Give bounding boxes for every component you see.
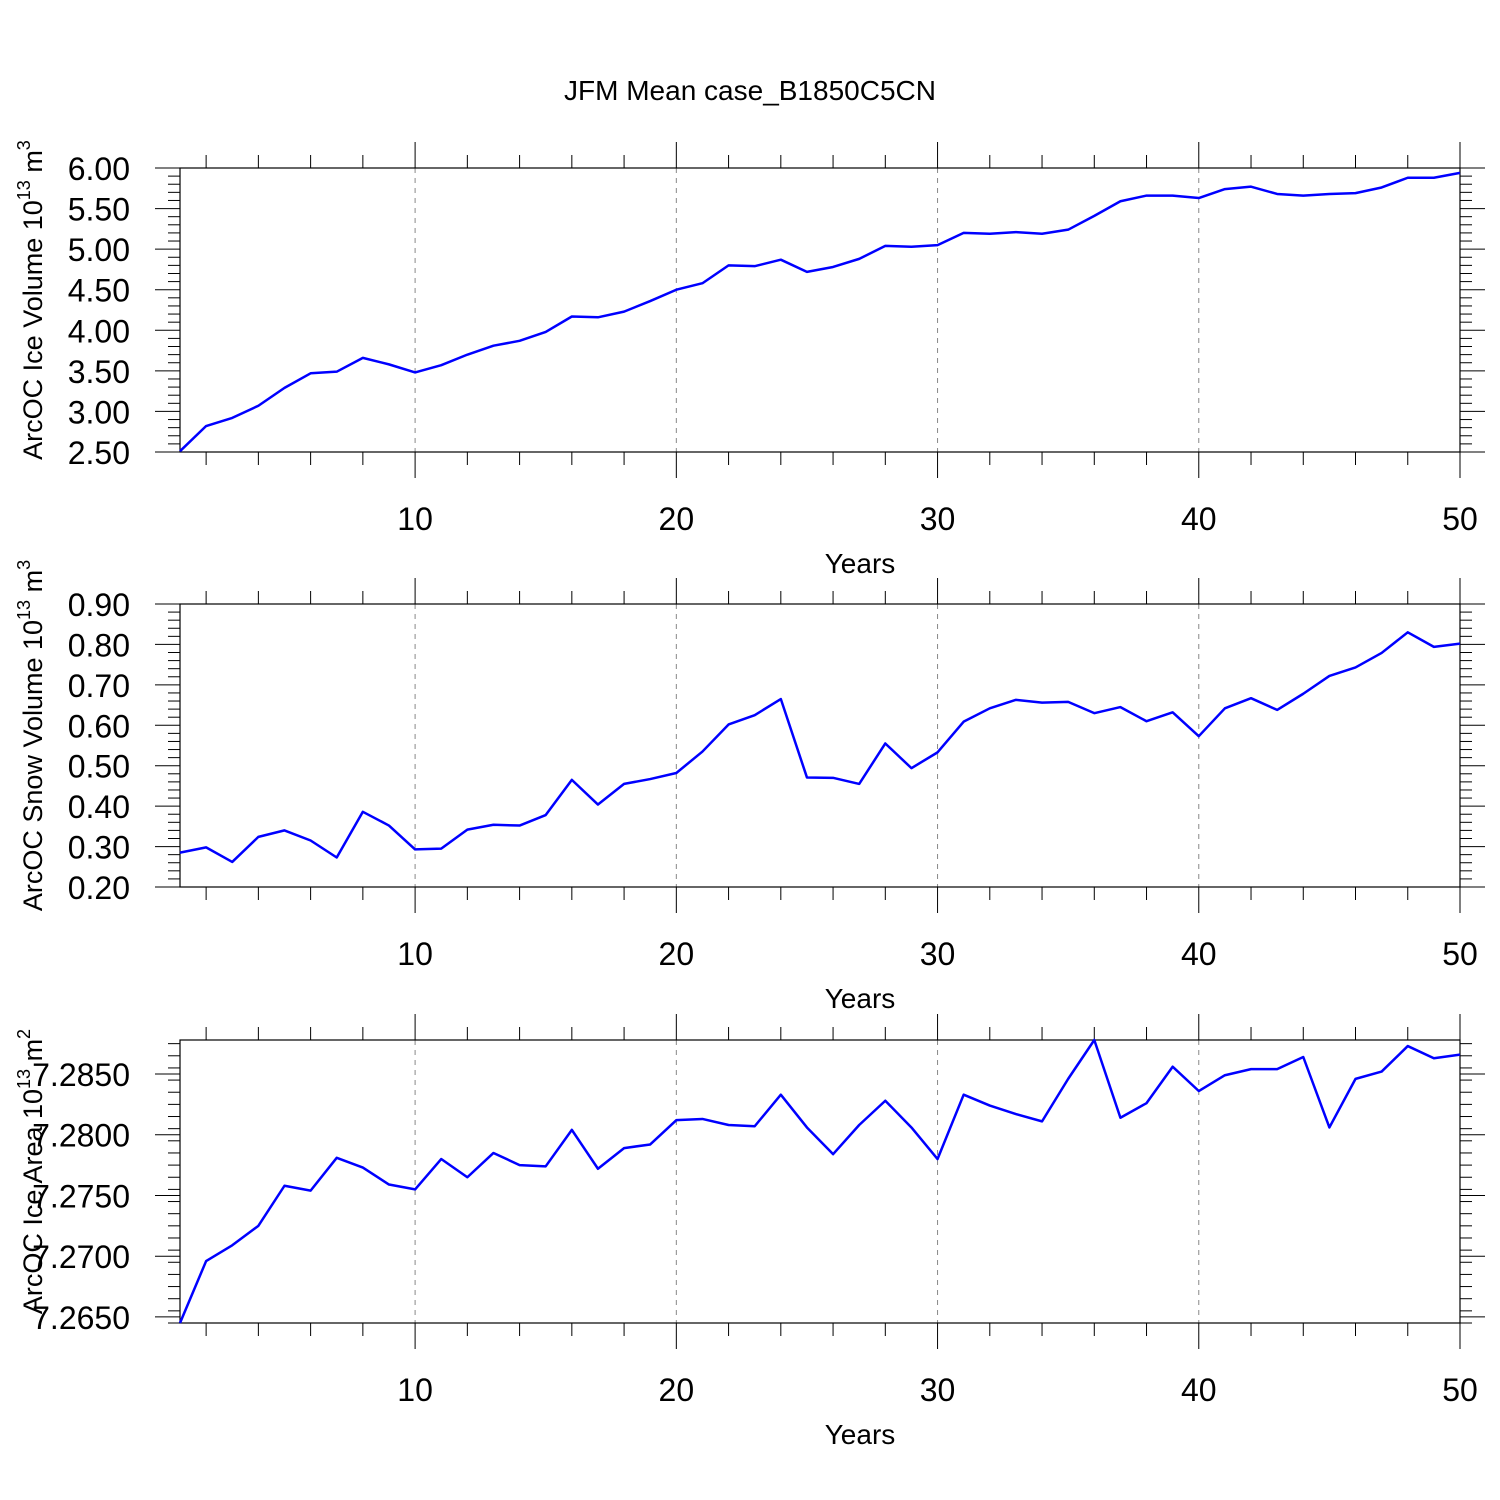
chart-panel-2: 10 20 30 40 50 Years 0.20 0.30 0.40 0.50 0.60 0.70 0… <box>14 560 1485 1014</box>
y-tick-label: 5.50 <box>68 192 130 228</box>
chart-panel-1: 10 20 30 40 50 Years 2.50 3.00 3.50 4.00 4.50 5.00 5… <box>14 140 1485 579</box>
x-tick-label: 30 <box>920 936 956 972</box>
series-line <box>179 631 1461 864</box>
x-axis-label: Years <box>825 1419 896 1450</box>
y-axis-label-unit-exponent: 3 <box>14 560 34 570</box>
x-tick-label: 40 <box>1181 936 1217 972</box>
x-tick-label: 20 <box>659 936 695 972</box>
y-tick-label: 0.60 <box>68 708 130 744</box>
y-axis-label-unit: m <box>18 150 48 180</box>
y-tick-label: 0.50 <box>68 749 130 785</box>
y-tick-label: 4.00 <box>68 313 130 349</box>
y-tick-label: 4.50 <box>68 273 130 309</box>
y-tick-label: 0.70 <box>68 668 130 704</box>
y-tick-label: 6.00 <box>68 151 130 187</box>
chart-panel-3: 10 20 30 40 50 Years 7.2650 7.2700 7.2750 7.2800 7… <box>14 1014 1485 1450</box>
x-tick-label: 50 <box>1442 501 1478 537</box>
y-axis-label: ArcOC Ice Area 1013 m2 <box>14 1029 48 1314</box>
y-axis-label-exponent: 13 <box>14 600 34 620</box>
y-axis-label-exponent: 13 <box>14 1069 34 1089</box>
x-tick-label: 10 <box>397 501 433 537</box>
y-tick-label: 0.20 <box>68 870 130 906</box>
x-tick-label: 40 <box>1181 501 1217 537</box>
panels-group: 10 20 30 40 50 Years 2.50 3.00 3.50 4.00 4.50 5.00 5… <box>14 140 1485 1450</box>
x-tick-label: 50 <box>1442 936 1478 972</box>
x-axis-label: Years <box>825 983 896 1014</box>
y-axis-label-unit: m <box>18 1039 48 1069</box>
x-tick-label: 40 <box>1181 1372 1217 1408</box>
y-tick-label: 2.50 <box>68 435 130 471</box>
y-axis-label-exponent: 13 <box>14 180 34 200</box>
x-axis-label: Years <box>825 548 896 579</box>
y-tick-label: 7.2800 <box>32 1118 130 1154</box>
x-tick-label: 30 <box>920 501 956 537</box>
x-tick-label: 50 <box>1442 1372 1478 1408</box>
y-tick-label: 7.2700 <box>32 1239 130 1275</box>
y-tick-label: 3.00 <box>68 394 130 430</box>
y-axis-label-unit-exponent: 2 <box>14 1029 34 1039</box>
y-axis-label-unit-exponent: 3 <box>14 140 34 150</box>
y-tick-label: 0.40 <box>68 789 130 825</box>
y-tick-label: 7.2850 <box>32 1057 130 1093</box>
y-tick-label: 5.00 <box>68 232 130 268</box>
y-tick-label: 3.50 <box>68 354 130 390</box>
y-axis-label-text: ArcOC Ice Volume 10 <box>18 200 48 460</box>
series-line <box>179 171 1461 453</box>
plot-frame <box>179 603 1461 888</box>
y-tick-label: 0.80 <box>68 627 130 663</box>
y-axis-label-unit: m <box>18 570 48 600</box>
x-tick-label: 30 <box>920 1372 956 1408</box>
x-tick-label: 10 <box>397 1372 433 1408</box>
x-tick-label: 20 <box>659 1372 695 1408</box>
y-axis-label-text: ArcOC Ice Area 10 <box>18 1089 48 1314</box>
y-axis-label: ArcOC Ice Volume 1013 m3 <box>14 140 48 460</box>
x-tick-label: 20 <box>659 501 695 537</box>
y-tick-label: 7.2750 <box>32 1178 130 1214</box>
y-tick-label: 0.90 <box>68 587 130 623</box>
y-tick-label: 7.2650 <box>32 1300 130 1336</box>
series-line <box>178 1038 1461 1324</box>
plot-frame <box>179 167 1461 453</box>
plot-frame <box>179 1039 1461 1324</box>
y-axis-label-text: ArcOC Snow Volume 10 <box>18 620 48 911</box>
y-tick-label: 0.30 <box>68 830 130 866</box>
figure-title: JFM Mean case_B1850C5CN <box>564 75 936 106</box>
x-tick-label: 10 <box>397 936 433 972</box>
y-axis-label: ArcOC Snow Volume 1013 m3 <box>14 560 48 911</box>
